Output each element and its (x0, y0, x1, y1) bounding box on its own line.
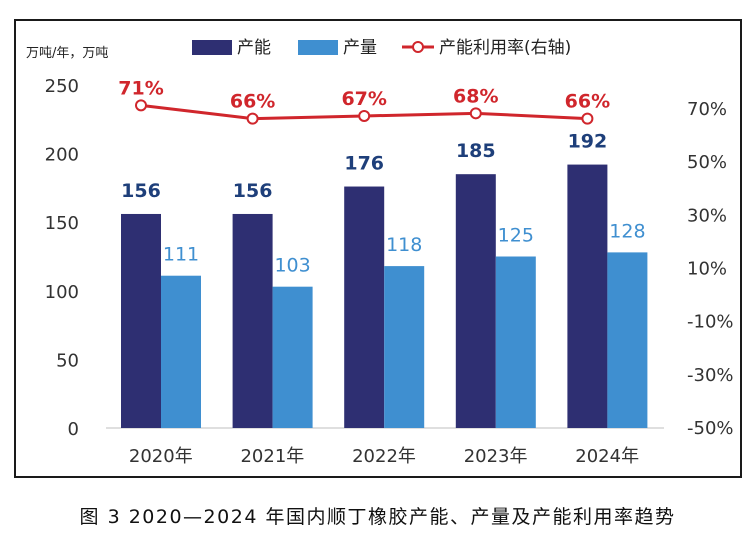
y2-tick-label: 30% (687, 205, 727, 226)
bar-output (607, 252, 648, 428)
x-tick-label: 2024年 (575, 446, 639, 467)
data-label-utilization: 71% (118, 77, 163, 99)
x-tick-label: 2020年 (129, 446, 193, 467)
y-tick-label: 0 (68, 419, 79, 440)
y-tick-label: 150 (45, 213, 79, 234)
y2-tick-label: 70% (687, 99, 727, 120)
x-axis-labels: 2020年 2021年 2022年 2023年 2024年 (129, 446, 639, 467)
data-label-output: 111 (163, 244, 199, 266)
bars-group: 156 111 156 103 176 118 185 125 192 128 (121, 131, 648, 429)
data-label-utilization: 67% (341, 88, 386, 110)
bar-capacity (567, 164, 608, 429)
y2-tick-label: -30% (687, 365, 734, 386)
legend-swatch-capacity (192, 40, 232, 55)
x-tick-label: 2021年 (240, 446, 304, 467)
y-tick-label: 50 (56, 350, 79, 371)
data-label-capacity: 156 (233, 180, 273, 202)
y2-tick-label: 10% (687, 259, 727, 280)
chart-frame: 产能 产量 产能利用率(右轴) 万吨/年，万吨 0 50 100 150 200 250 … (14, 19, 742, 478)
data-label-capacity: 176 (344, 153, 384, 175)
data-label-output: 125 (498, 225, 534, 247)
bar-output (384, 266, 425, 428)
y-tick-label: 100 (45, 282, 79, 303)
utilization-marker (581, 112, 594, 125)
data-label-utilization: 68% (453, 85, 498, 107)
x-tick-label: 2022年 (352, 446, 416, 467)
utilization-marker (469, 107, 482, 120)
data-label-capacity: 185 (456, 140, 496, 162)
legend-swatch-output (298, 40, 338, 55)
left-axis: 0 50 100 150 200 250 (45, 76, 79, 440)
legend: 产能 产量 产能利用率(右轴) (192, 38, 571, 58)
legend-label-capacity: 产能 (237, 38, 271, 58)
utilization-marker (135, 99, 147, 112)
bar-capacity (344, 186, 385, 428)
utilization-line-group: 71% 66% 67% 68% 66% (118, 77, 610, 125)
data-label-output: 118 (386, 234, 422, 256)
bar-capacity (121, 213, 161, 428)
bar-output (272, 286, 313, 428)
figure-caption: 图 3 2020—2024 年国内顺丁橡胶产能、产量及产能利用率趋势 (79, 506, 676, 528)
y-axis-title: 万吨/年，万吨 (26, 46, 108, 61)
y2-tick-label: -10% (687, 312, 734, 333)
data-label-output: 128 (609, 220, 645, 242)
bar-capacity (455, 174, 496, 428)
data-label-output: 103 (274, 255, 310, 277)
y2-tick-label: -50% (687, 418, 734, 439)
data-label-utilization: 66% (230, 91, 275, 113)
legend-label-output: 产量 (343, 38, 377, 58)
legend-marker-utilization (412, 41, 424, 53)
data-label-utilization: 66% (565, 91, 610, 113)
data-label-capacity: 156 (121, 180, 161, 202)
y-tick-label: 250 (45, 76, 79, 97)
utilization-marker (358, 109, 371, 122)
bar-output (495, 256, 536, 428)
y2-tick-label: 50% (687, 152, 727, 173)
x-tick-label: 2023年 (464, 446, 528, 467)
legend-label-utilization: 产能利用率(右轴) (439, 38, 571, 58)
chart-canvas: 产能 产量 产能利用率(右轴) 万吨/年，万吨 050100150200250 … (26, 38, 734, 467)
right-axis: -50% -30% -10% 10% 30% 50% 70% (687, 99, 734, 439)
y-tick-label: 200 (45, 145, 79, 166)
data-label-capacity: 192 (568, 131, 608, 153)
bar-capacity (232, 213, 273, 428)
utilization-marker (246, 112, 259, 125)
bar-output (161, 275, 201, 428)
